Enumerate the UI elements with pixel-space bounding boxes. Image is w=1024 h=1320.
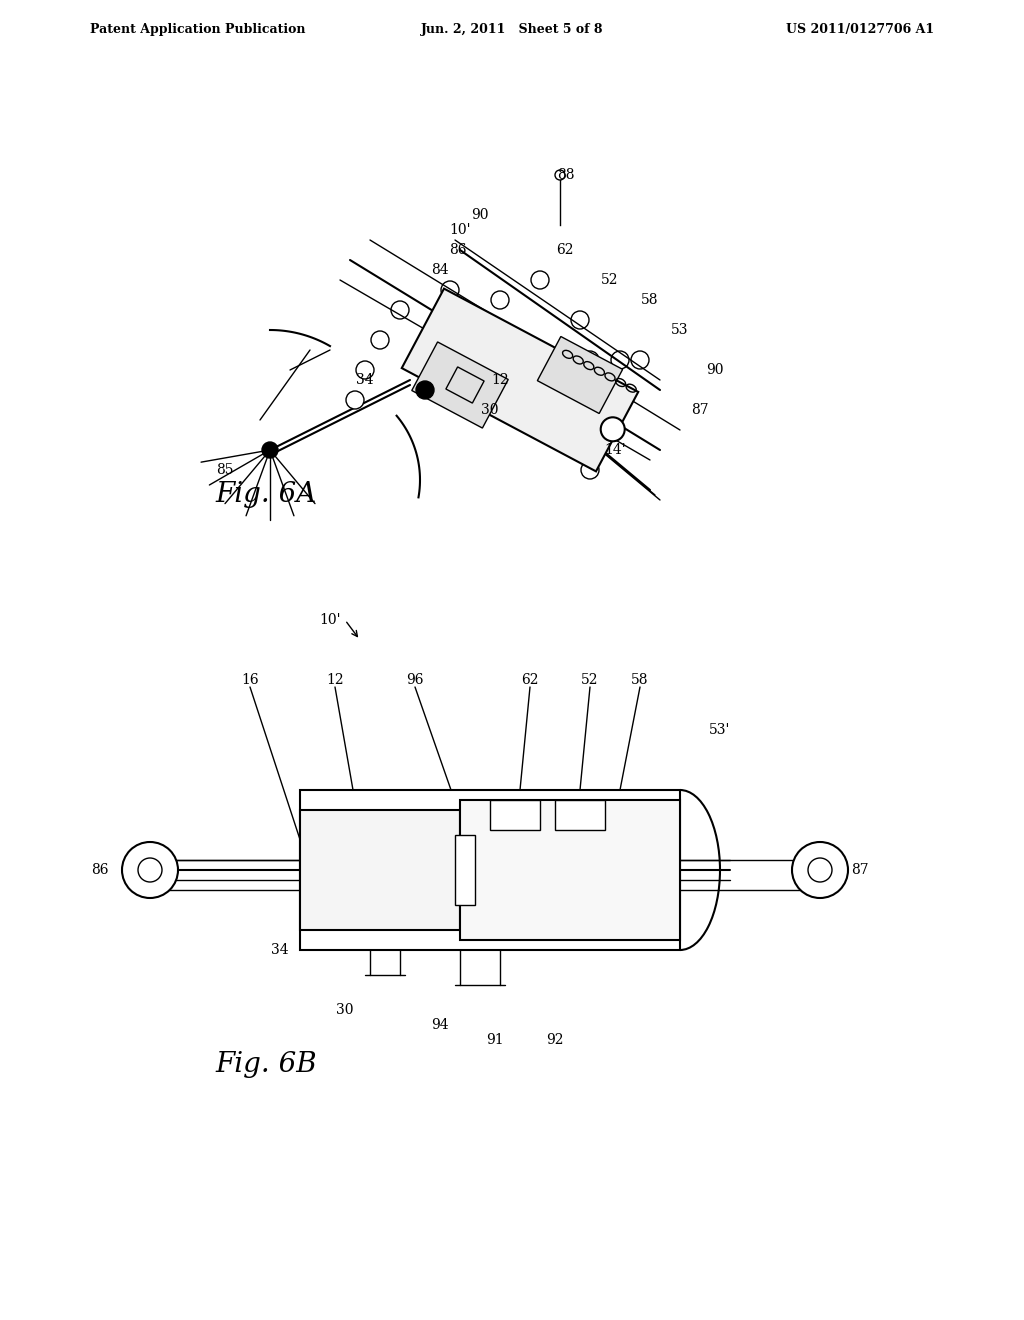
Text: 30: 30 [481,403,499,417]
Text: 91: 91 [486,1034,504,1047]
Circle shape [441,281,459,300]
FancyBboxPatch shape [455,836,475,906]
Text: 86: 86 [450,243,467,257]
Circle shape [792,842,848,898]
Text: Fig. 6B: Fig. 6B [215,1052,316,1078]
Text: 88: 88 [557,168,574,182]
Text: 85: 85 [216,463,233,477]
Text: US 2011/0127706 A1: US 2011/0127706 A1 [785,24,934,37]
Text: 84: 84 [431,263,449,277]
Polygon shape [538,337,623,413]
Circle shape [571,312,589,329]
Circle shape [122,842,178,898]
Text: 87: 87 [851,863,868,876]
Circle shape [138,858,162,882]
Text: 34: 34 [271,942,289,957]
Circle shape [416,381,434,399]
Text: 87: 87 [691,403,709,417]
FancyBboxPatch shape [300,810,460,931]
Text: 10': 10' [450,223,471,238]
Text: 94: 94 [431,1018,449,1032]
Text: Fig. 6A: Fig. 6A [215,482,316,508]
Text: 90: 90 [471,209,488,222]
Text: 14': 14' [604,444,626,457]
Polygon shape [401,289,638,471]
Circle shape [346,391,364,409]
FancyBboxPatch shape [555,800,605,830]
Text: 53: 53 [672,323,689,337]
Text: Patent Application Publication: Patent Application Publication [90,24,305,37]
Circle shape [551,432,569,449]
Text: 62: 62 [521,673,539,686]
Circle shape [808,858,831,882]
Text: 58: 58 [641,293,658,308]
Text: 62: 62 [556,243,573,257]
FancyBboxPatch shape [490,800,540,830]
Circle shape [490,290,509,309]
Text: 10': 10' [319,612,341,627]
Circle shape [391,301,409,319]
Circle shape [631,351,649,370]
Text: 34: 34 [356,374,374,387]
FancyBboxPatch shape [460,800,680,940]
Text: 92: 92 [546,1034,564,1047]
Circle shape [356,360,374,379]
Polygon shape [412,342,508,428]
Text: 12: 12 [492,374,509,387]
Circle shape [531,271,549,289]
FancyBboxPatch shape [300,789,680,950]
Circle shape [611,351,629,370]
Circle shape [601,417,625,441]
Text: 30: 30 [336,1003,353,1016]
Text: 53': 53' [710,723,731,737]
Text: 52: 52 [582,673,599,686]
Text: 86: 86 [91,863,109,876]
Text: 12: 12 [327,673,344,686]
Circle shape [555,170,565,180]
Circle shape [371,331,389,348]
Text: 52: 52 [601,273,618,286]
Circle shape [561,381,579,399]
Text: 58: 58 [631,673,649,686]
Text: 96: 96 [407,673,424,686]
Text: 16: 16 [242,673,259,686]
Text: Jun. 2, 2011   Sheet 5 of 8: Jun. 2, 2011 Sheet 5 of 8 [421,24,603,37]
Circle shape [581,351,599,370]
Text: 90: 90 [707,363,724,378]
Circle shape [581,461,599,479]
Circle shape [262,442,278,458]
